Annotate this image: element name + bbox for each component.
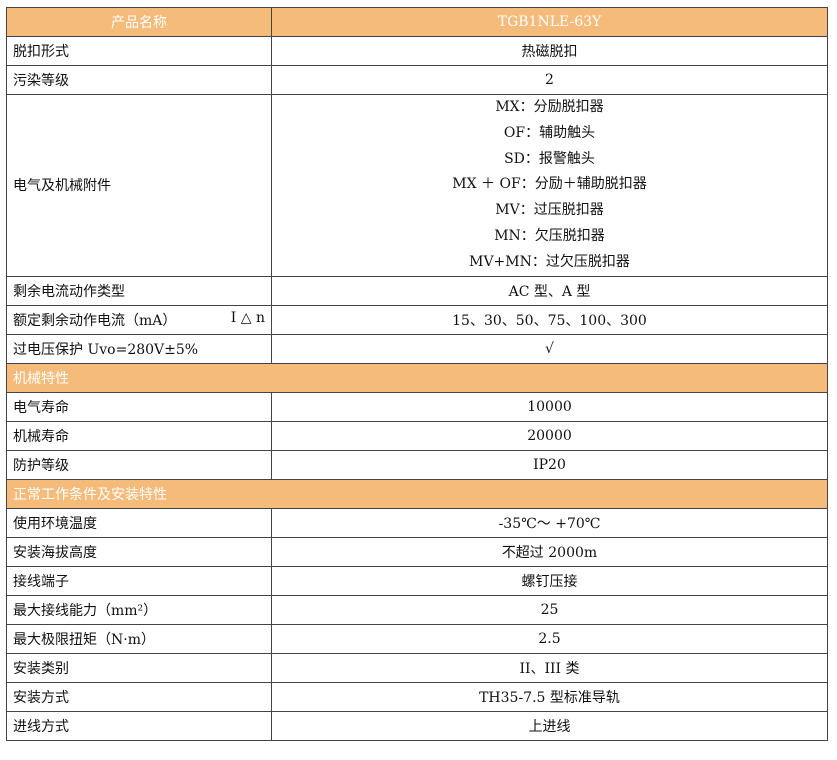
section-header: 机械特性 [6,362,828,393]
row-label: 接线端子 [6,565,272,596]
row-value: -35℃～ +70℃ [271,507,828,538]
row-label: 电气寿命 [6,391,272,422]
row-value: II、III 类 [271,652,828,683]
section-header: 正常工作条件及安装特性 [6,478,828,509]
table-row: 机械寿命 20000 [6,420,828,451]
table-row: 安装方式 TH35-7.5 型标准导轨 [6,681,828,712]
header-row: 产品名称 TGB1NLE-63Y [6,7,828,37]
row-label: 安装类别 [6,652,272,683]
header-value: TGB1NLE-63Y [271,7,828,37]
table-row: 最大接线能力（mm²） 25 [6,594,828,625]
table-row: 接线端子 螺钉压接 [6,565,828,596]
table-row: 剩余电流动作类型 AC 型、A 型 [6,275,828,306]
accessory-item: MX：分励脱扣器 [495,99,604,115]
table-row: 过电压保护 Uvo=280V±5% √ [6,333,828,364]
row-label: 机械寿命 [6,420,272,451]
row-label: 电气及机械附件 [6,94,272,277]
table-row: 脱扣形式 热磁脱扣 [6,36,828,66]
header-label: 产品名称 [6,7,272,37]
row-label: 脱扣形式 [6,36,272,66]
table-row: 安装海拔高度 不超过 2000m [6,536,828,567]
table-row: 进线方式 上进线 [6,710,828,741]
row-label: 进线方式 [6,710,272,741]
row-value: 20000 [271,420,828,451]
table-row: 电气寿命 10000 [6,391,828,422]
accessory-item: OF：辅助触头 [503,124,596,141]
accessory-item: MV：过压脱扣器 [495,202,604,219]
row-value: √ [271,333,828,364]
accessory-item: SD：报警触头 [504,150,595,167]
table-row: 安装类别 II、III 类 [6,652,828,683]
accessory-item: MV+MN：过欠压脱扣器 [469,253,630,270]
row-value: 不超过 2000m [271,536,828,567]
row-value: TH35-7.5 型标准导轨 [271,681,828,712]
spec-table: 产品名称 TGB1NLE-63Y 脱扣形式 热磁脱扣 污染等级 2 电气及机械附件 … [6,7,828,741]
row-label: 过电压保护 Uvo=280V±5% [6,333,272,364]
row-value: 螺钉压接 [271,565,828,596]
table-row: 使用环境温度 -35℃～ +70℃ [6,507,828,538]
row-label: 剩余电流动作类型 [6,275,272,306]
row-label: 使用环境温度 [6,507,272,538]
label-text: 额定剩余动作电流（mA） [13,312,177,329]
accessory-item: MN：欠压脱扣器 [494,227,605,244]
table-row: 最大极限扭矩（N·m） 2.5 [6,623,828,654]
section-title: 正常工作条件及安装特性 [6,478,828,509]
row-value: 热磁脱扣 [271,36,828,66]
table-row: 电气及机械附件 MX：分励脱扣器 OF：辅助触头 SD：报警触头 MX ＋ OF… [6,94,828,277]
row-value: 10000 [271,391,828,422]
row-value: IP20 [271,449,828,480]
row-value: 2.5 [271,623,828,654]
row-label: 额定剩余动作电流（mA） I △ n [6,304,272,335]
table-row: 防护等级 IP20 [6,449,828,480]
table-row: 污染等级 2 [6,65,828,95]
row-label: 最大接线能力（mm²） [6,594,272,625]
accessory-item: MX ＋ OF：分励＋辅助脱扣器 [452,176,647,193]
row-label: 安装海拔高度 [6,536,272,567]
table-row: 额定剩余动作电流（mA） I △ n 15、30、50、75、100、300 [6,304,828,335]
row-value: 25 [271,594,828,625]
row-label: 污染等级 [6,65,272,95]
row-label: 防护等级 [6,449,272,480]
row-value: AC 型、A 型 [271,275,828,306]
label-symbol: I △ n [230,309,265,326]
row-label: 安装方式 [6,681,272,712]
row-label: 最大极限扭矩（N·m） [6,623,272,654]
row-value: 上进线 [271,710,828,741]
row-value: 2 [271,65,828,95]
accessories-values: MX：分励脱扣器 OF：辅助触头 SD：报警触头 MX ＋ OF：分励＋辅助脱扣… [271,94,828,277]
section-title: 机械特性 [6,362,828,393]
row-value: 15、30、50、75、100、300 [271,304,828,335]
